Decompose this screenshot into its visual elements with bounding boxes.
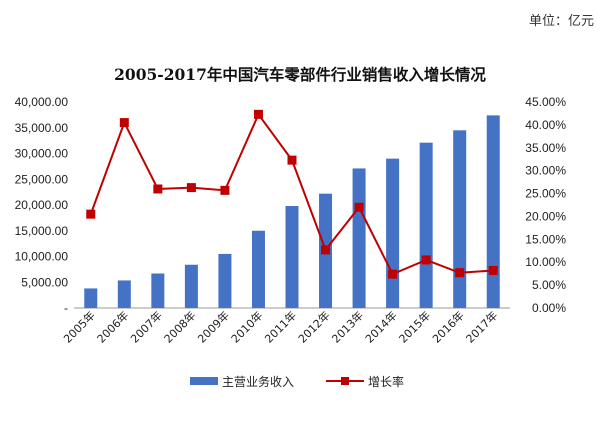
bar xyxy=(386,158,400,308)
y-left-tick-label: 15,000.00 xyxy=(15,224,69,238)
bar xyxy=(285,206,299,308)
y-right-tick-label: 5.00% xyxy=(532,278,566,292)
bar xyxy=(352,168,366,308)
legend-swatch-marker xyxy=(341,377,349,385)
y-right-tick-label: 25.00% xyxy=(525,187,566,201)
bar xyxy=(84,288,98,308)
y-right-tick-label: 10.00% xyxy=(525,255,566,269)
category-label: 2006年 xyxy=(94,308,131,345)
bar xyxy=(453,130,467,308)
y-left-tick-label: 10,000.00 xyxy=(15,250,69,264)
line-point xyxy=(220,185,230,195)
line-series xyxy=(86,109,498,279)
line-point xyxy=(354,202,364,212)
y-right-tick-label: 15.00% xyxy=(525,232,566,246)
category-label: 2012年 xyxy=(295,308,332,345)
bar xyxy=(251,230,265,308)
y-left-tick-label: 25,000.00 xyxy=(15,172,69,186)
line-point xyxy=(253,109,263,119)
y-left-tick-label: 20,000.00 xyxy=(15,198,69,212)
y-right-tick-label: 35.00% xyxy=(525,141,566,155)
y-left-tick-label: 40,000.00 xyxy=(15,95,69,109)
category-label: 2011年 xyxy=(262,308,299,345)
bar xyxy=(117,280,131,308)
bar xyxy=(184,264,198,308)
y-right-tick-label: 40.00% xyxy=(525,118,566,132)
unit-label: 单位：亿元 xyxy=(529,14,594,29)
y-right-tick-label: 0.00% xyxy=(532,301,566,315)
tick-labels: - 5,000.00 10,000.00 15,000.00 20,000.00 25,0… xyxy=(15,95,567,315)
legend-label-line: 增长率 xyxy=(368,374,404,389)
line-point xyxy=(287,155,297,165)
legend: 主营业务收入 增长率 xyxy=(190,374,404,389)
line-point xyxy=(153,184,163,194)
category-label: 2009年 xyxy=(195,308,232,345)
bar xyxy=(486,115,500,308)
line-point xyxy=(421,255,431,265)
line-point xyxy=(488,265,498,275)
category-label: 2014年 xyxy=(362,308,399,345)
category-label: 2017年 xyxy=(463,308,500,345)
y-right-tick-label: 20.00% xyxy=(525,209,566,223)
y-left-tick-label: 5,000.00 xyxy=(21,275,68,289)
bar xyxy=(419,142,433,308)
line-point xyxy=(321,245,331,255)
line-point xyxy=(186,183,196,193)
category-label: 2013年 xyxy=(329,308,366,345)
y-left-tick-label: 30,000.00 xyxy=(15,147,69,161)
line-point xyxy=(388,269,398,279)
bar xyxy=(151,273,165,308)
legend-label-bar: 主营业务收入 xyxy=(222,374,294,389)
y-right-tick-label: 30.00% xyxy=(525,164,566,178)
bar xyxy=(218,253,232,308)
bar-series xyxy=(84,115,500,308)
line-point xyxy=(119,118,129,128)
y-left-tick-label: 35,000.00 xyxy=(15,121,69,135)
line-point xyxy=(455,268,465,278)
y-right-tick-label: 45.00% xyxy=(525,95,566,109)
category-label: 2015年 xyxy=(396,308,433,345)
chart-title: 2005-2017年中国汽车零部件行业销售收入增长情况 xyxy=(114,65,486,84)
y-left-tick-label: - xyxy=(64,301,68,315)
legend-swatch-bar xyxy=(190,377,218,385)
category-label: 2016年 xyxy=(429,308,466,345)
category-labels: 2005年2006年2007年2008年2009年2010年2011年2012年… xyxy=(60,308,500,345)
category-label: 2008年 xyxy=(161,308,198,345)
category-label: 2007年 xyxy=(127,308,164,345)
line-point xyxy=(86,209,96,219)
category-label: 2010年 xyxy=(228,308,265,345)
